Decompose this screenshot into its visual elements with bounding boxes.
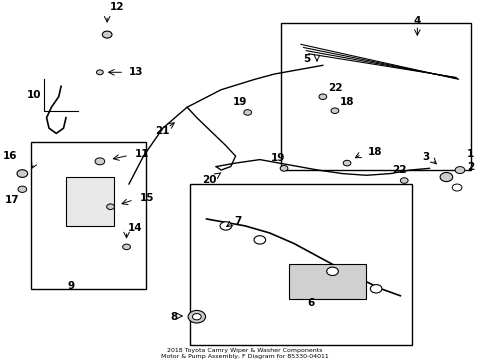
Circle shape — [192, 314, 201, 320]
Circle shape — [188, 310, 205, 323]
Text: 22: 22 — [391, 165, 406, 175]
Circle shape — [96, 70, 103, 75]
Circle shape — [318, 94, 326, 99]
Bar — [66, 177, 114, 226]
Text: 8: 8 — [170, 312, 177, 323]
Text: 7: 7 — [234, 216, 241, 226]
Text: 17: 17 — [4, 195, 19, 205]
Text: 12: 12 — [109, 2, 124, 12]
Text: 18: 18 — [366, 147, 381, 157]
Text: 19: 19 — [233, 97, 247, 107]
Circle shape — [253, 236, 265, 244]
Text: 10: 10 — [27, 90, 41, 100]
Text: 16: 16 — [3, 151, 18, 161]
Circle shape — [330, 108, 338, 113]
Circle shape — [343, 160, 350, 166]
Text: 9: 9 — [68, 281, 75, 291]
Text: 4: 4 — [413, 15, 420, 26]
Text: 14: 14 — [128, 223, 142, 233]
Circle shape — [280, 166, 287, 171]
Text: 22: 22 — [327, 83, 342, 93]
Circle shape — [18, 186, 27, 192]
Circle shape — [102, 31, 112, 38]
Text: 19: 19 — [270, 153, 285, 163]
Circle shape — [244, 110, 251, 115]
Text: 2: 2 — [467, 162, 473, 172]
Text: 6: 6 — [306, 298, 314, 309]
Text: 11: 11 — [135, 149, 149, 159]
Text: 5: 5 — [303, 54, 310, 64]
Circle shape — [439, 172, 452, 181]
Circle shape — [220, 222, 231, 230]
Text: 20: 20 — [201, 175, 216, 185]
Circle shape — [400, 178, 407, 183]
Circle shape — [369, 285, 381, 293]
Circle shape — [17, 170, 28, 177]
Circle shape — [122, 244, 130, 250]
Text: 13: 13 — [129, 67, 143, 77]
Circle shape — [326, 267, 338, 275]
Text: 2018 Toyota Camry Wiper & Washer Components
Motor & Pump Assembly, F Diagram for: 2018 Toyota Camry Wiper & Washer Compone… — [160, 348, 328, 359]
Circle shape — [451, 184, 461, 191]
Text: 3: 3 — [421, 152, 428, 162]
Circle shape — [454, 167, 464, 174]
Text: 21: 21 — [154, 126, 169, 136]
Text: 1: 1 — [467, 149, 473, 159]
Circle shape — [106, 204, 114, 210]
Bar — [288, 264, 366, 299]
Text: 15: 15 — [140, 193, 154, 203]
Circle shape — [95, 158, 104, 165]
Text: 18: 18 — [339, 97, 354, 107]
